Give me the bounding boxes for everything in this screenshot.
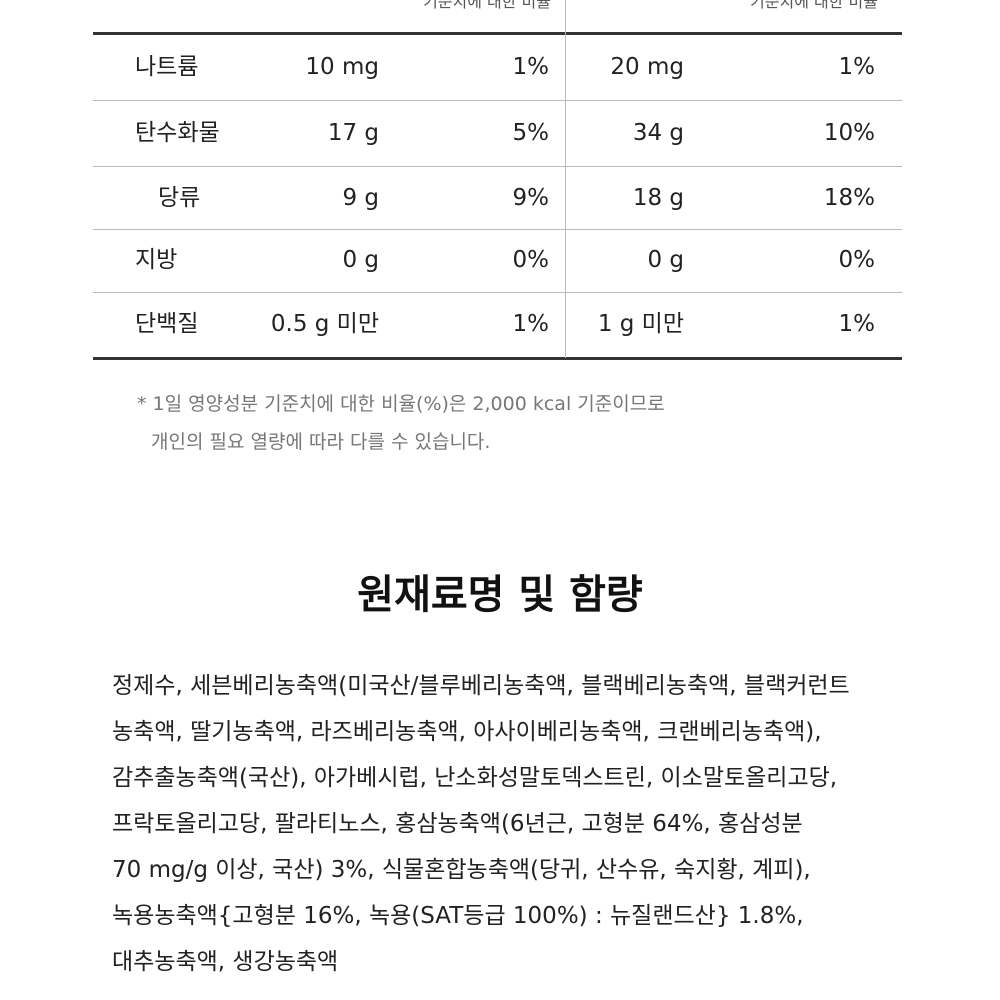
percent: 1%	[512, 54, 550, 80]
header-label: 기준치에 대한 비율	[423, 0, 551, 11]
footnote: * 1일 영양성분 기준치에 대한 비율(%)은 2,000 kcal 기준이므…	[137, 393, 665, 415]
amount: 34 g	[632, 120, 684, 146]
nutrient-name: 나트륨	[135, 54, 199, 80]
ingredient-line: 프락토올리고당, 팔라티노스, 홍삼농축액(6년근, 고형분 64%, 홍삼성분	[112, 811, 803, 837]
percent: 1%	[838, 311, 876, 337]
row-divider	[93, 100, 902, 101]
amount: 0 g	[647, 247, 684, 273]
amount: 18 g	[632, 185, 684, 211]
amount: 9 g	[342, 185, 379, 211]
amount: 20 mg	[610, 54, 684, 80]
percent: 10%	[823, 120, 875, 146]
percent: 0%	[512, 247, 550, 273]
nutrient-name: 당류	[158, 185, 201, 211]
amount: 1 g 미만	[597, 311, 684, 337]
nutrient-name: 단백질	[135, 311, 199, 337]
ingredient-line: 감추출농축액(국산), 아가베시럽, 난소화성말토덱스트린, 이소말토올리고당,	[112, 765, 838, 791]
section-title: 원재료명 및 함량	[357, 572, 643, 618]
row-divider	[93, 229, 902, 230]
percent: 18%	[823, 185, 875, 211]
header-label: 기준치에 대한 비율	[750, 0, 878, 11]
percent: 1%	[838, 54, 876, 80]
ingredient-line: 녹용농축액{고형분 16%, 녹용(SAT등급 100%) : 뉴질랜드산} 1…	[112, 903, 804, 929]
nutrient-name: 지방	[135, 247, 178, 273]
amount: 0.5 g 미만	[270, 311, 379, 337]
row-divider	[93, 292, 902, 293]
row-divider	[93, 166, 902, 167]
percent: 5%	[512, 120, 550, 146]
percent: 1%	[512, 311, 550, 337]
amount: 0 g	[342, 247, 379, 273]
nutrient-name: 탄수화물	[135, 120, 220, 146]
ingredient-line: 대추농축액, 생강농축액	[112, 949, 339, 975]
table-bottom-border	[93, 357, 902, 360]
column-divider	[565, 0, 566, 358]
ingredient-line: 정제수, 세븐베리농축액(미국산/블루베리농축액, 블랙베리농축액, 블랙커런트	[112, 673, 850, 699]
ingredient-line: 70 mg/g 이상, 국산) 3%, 식물혼합농축액(당귀, 산수유, 숙지황…	[112, 857, 811, 883]
table-top-border	[93, 32, 902, 35]
percent: 9%	[512, 185, 550, 211]
amount: 10 mg	[305, 54, 379, 80]
footnote: 개인의 필요 열량에 따라 다를 수 있습니다.	[151, 431, 491, 453]
percent: 0%	[838, 247, 876, 273]
ingredient-line: 농축액, 딸기농축액, 라즈베리농축액, 아사이베리농축액, 크랜베리농축액),	[112, 719, 822, 745]
amount: 17 g	[327, 120, 379, 146]
